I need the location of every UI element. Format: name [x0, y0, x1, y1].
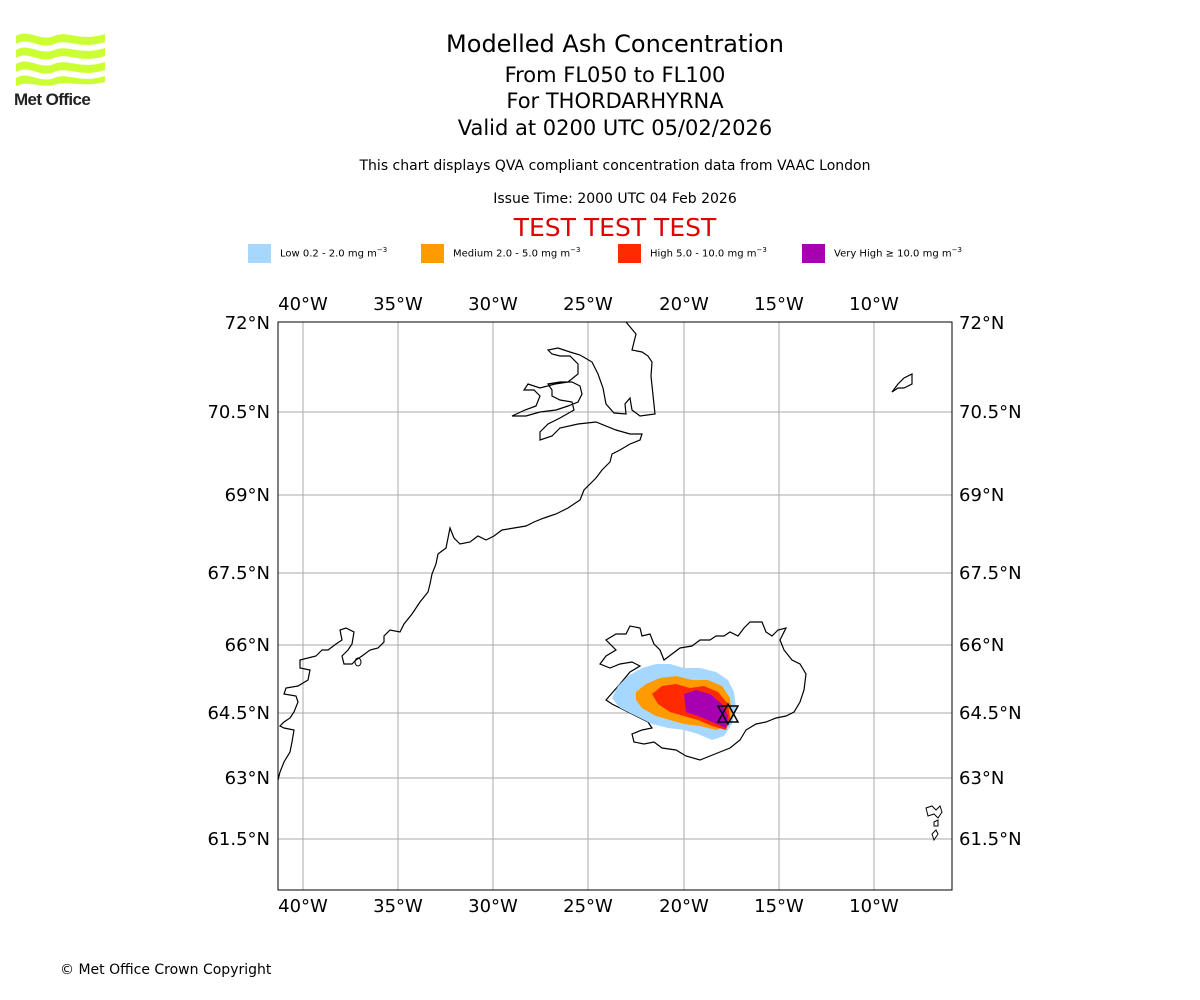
copyright-notice: © Met Office Crown Copyright — [60, 962, 272, 978]
flight-levels: From FL050 to FL100 — [504, 63, 726, 87]
lon-label-top-20w: 20°W — [659, 294, 709, 315]
volcano-name: For THORDARHYRNA — [506, 89, 724, 113]
legend-label-low: Low 0.2 - 2.0 mg m — [280, 248, 377, 260]
lat-label-right-69n: 69°N — [959, 485, 1004, 506]
lat-label-right-63n: 63°N — [959, 768, 1004, 789]
test-banner: TEST TEST TEST — [513, 213, 717, 242]
lon-label-top-40w: 40°W — [278, 294, 328, 315]
lat-label-left-64-5n: 64.5°N — [207, 703, 270, 724]
issue-time: Issue Time: 2000 UTC 04 Feb 2026 — [493, 191, 737, 207]
lon-label-bottom-25w: 25°W — [563, 896, 613, 917]
lon-label-top-35w: 35°W — [373, 294, 423, 315]
lon-label-bottom-15w: 15°W — [754, 896, 804, 917]
legend-unit-exp-medium: −3 — [570, 246, 581, 254]
lat-label-right-72n: 72°N — [959, 313, 1004, 334]
legend-label-medium: Medium 2.0 - 5.0 mg m — [453, 248, 571, 260]
lat-label-right-70-5n: 70.5°N — [959, 402, 1022, 423]
faroe-islands-coastline — [925, 805, 943, 842]
lon-label-top-30w: 30°W — [468, 294, 518, 315]
lat-label-left-70-5n: 70.5°N — [207, 402, 270, 423]
legend-unit-exp-very-high: −3 — [951, 246, 962, 254]
lat-label-right-61-5n: 61.5°N — [959, 829, 1022, 850]
map-gridlines — [278, 321, 952, 890]
legend-label-very-high: Very High ≥ 10.0 mg m — [834, 248, 952, 260]
lon-label-bottom-10w: 10°W — [849, 896, 899, 917]
lat-label-left-72n: 72°N — [225, 313, 270, 334]
map-frame — [277, 321, 953, 891]
chart-title: Modelled Ash Concentration — [446, 30, 784, 58]
lon-label-bottom-20w: 20°W — [659, 896, 709, 917]
lat-label-right-64-5n: 64.5°N — [959, 703, 1022, 724]
lat-label-left-63n: 63°N — [225, 768, 270, 789]
lon-label-bottom-35w: 35°W — [373, 896, 423, 917]
met-office-logo-text: Met Office — [14, 90, 91, 109]
lat-label-left-67-5n: 67.5°N — [207, 563, 270, 584]
lon-label-bottom-40w: 40°W — [278, 896, 328, 917]
lon-label-top-15w: 15°W — [754, 294, 804, 315]
lon-label-top-25w: 25°W — [563, 294, 613, 315]
lat-label-left-61-5n: 61.5°N — [207, 829, 270, 850]
legend-swatch-very-high — [802, 244, 825, 263]
met-office-logo: Met Office — [14, 30, 106, 112]
lat-label-left-66n: 66°N — [225, 635, 270, 656]
ash-very-high-area — [684, 690, 728, 728]
valid-time: Valid at 0200 UTC 05/02/2026 — [457, 116, 773, 140]
greenland-coastline — [278, 322, 656, 781]
lon-label-top-10w: 10°W — [849, 294, 899, 315]
volcano-triangle-icon — [716, 702, 740, 726]
iceland-coastline — [599, 621, 807, 761]
legend-swatch-high — [618, 244, 641, 263]
lat-label-right-67-5n: 67.5°N — [959, 563, 1022, 584]
legend-unit-exp-high: −3 — [756, 246, 767, 254]
legend-unit-exp-low: −3 — [376, 246, 388, 254]
legend-swatch-low — [248, 244, 271, 263]
lat-label-left-69n: 69°N — [225, 485, 270, 506]
lat-label-right-66n: 66°N — [959, 635, 1004, 656]
legend-label-high: High 5.0 - 10.0 mg m — [650, 248, 757, 260]
met-office-waves-icon — [16, 33, 105, 86]
compliance-note: This chart displays QVA compliant concen… — [359, 158, 871, 174]
legend-swatch-medium — [421, 244, 444, 263]
jan-mayen-coastline — [891, 373, 913, 393]
lon-label-bottom-30w: 30°W — [468, 896, 518, 917]
